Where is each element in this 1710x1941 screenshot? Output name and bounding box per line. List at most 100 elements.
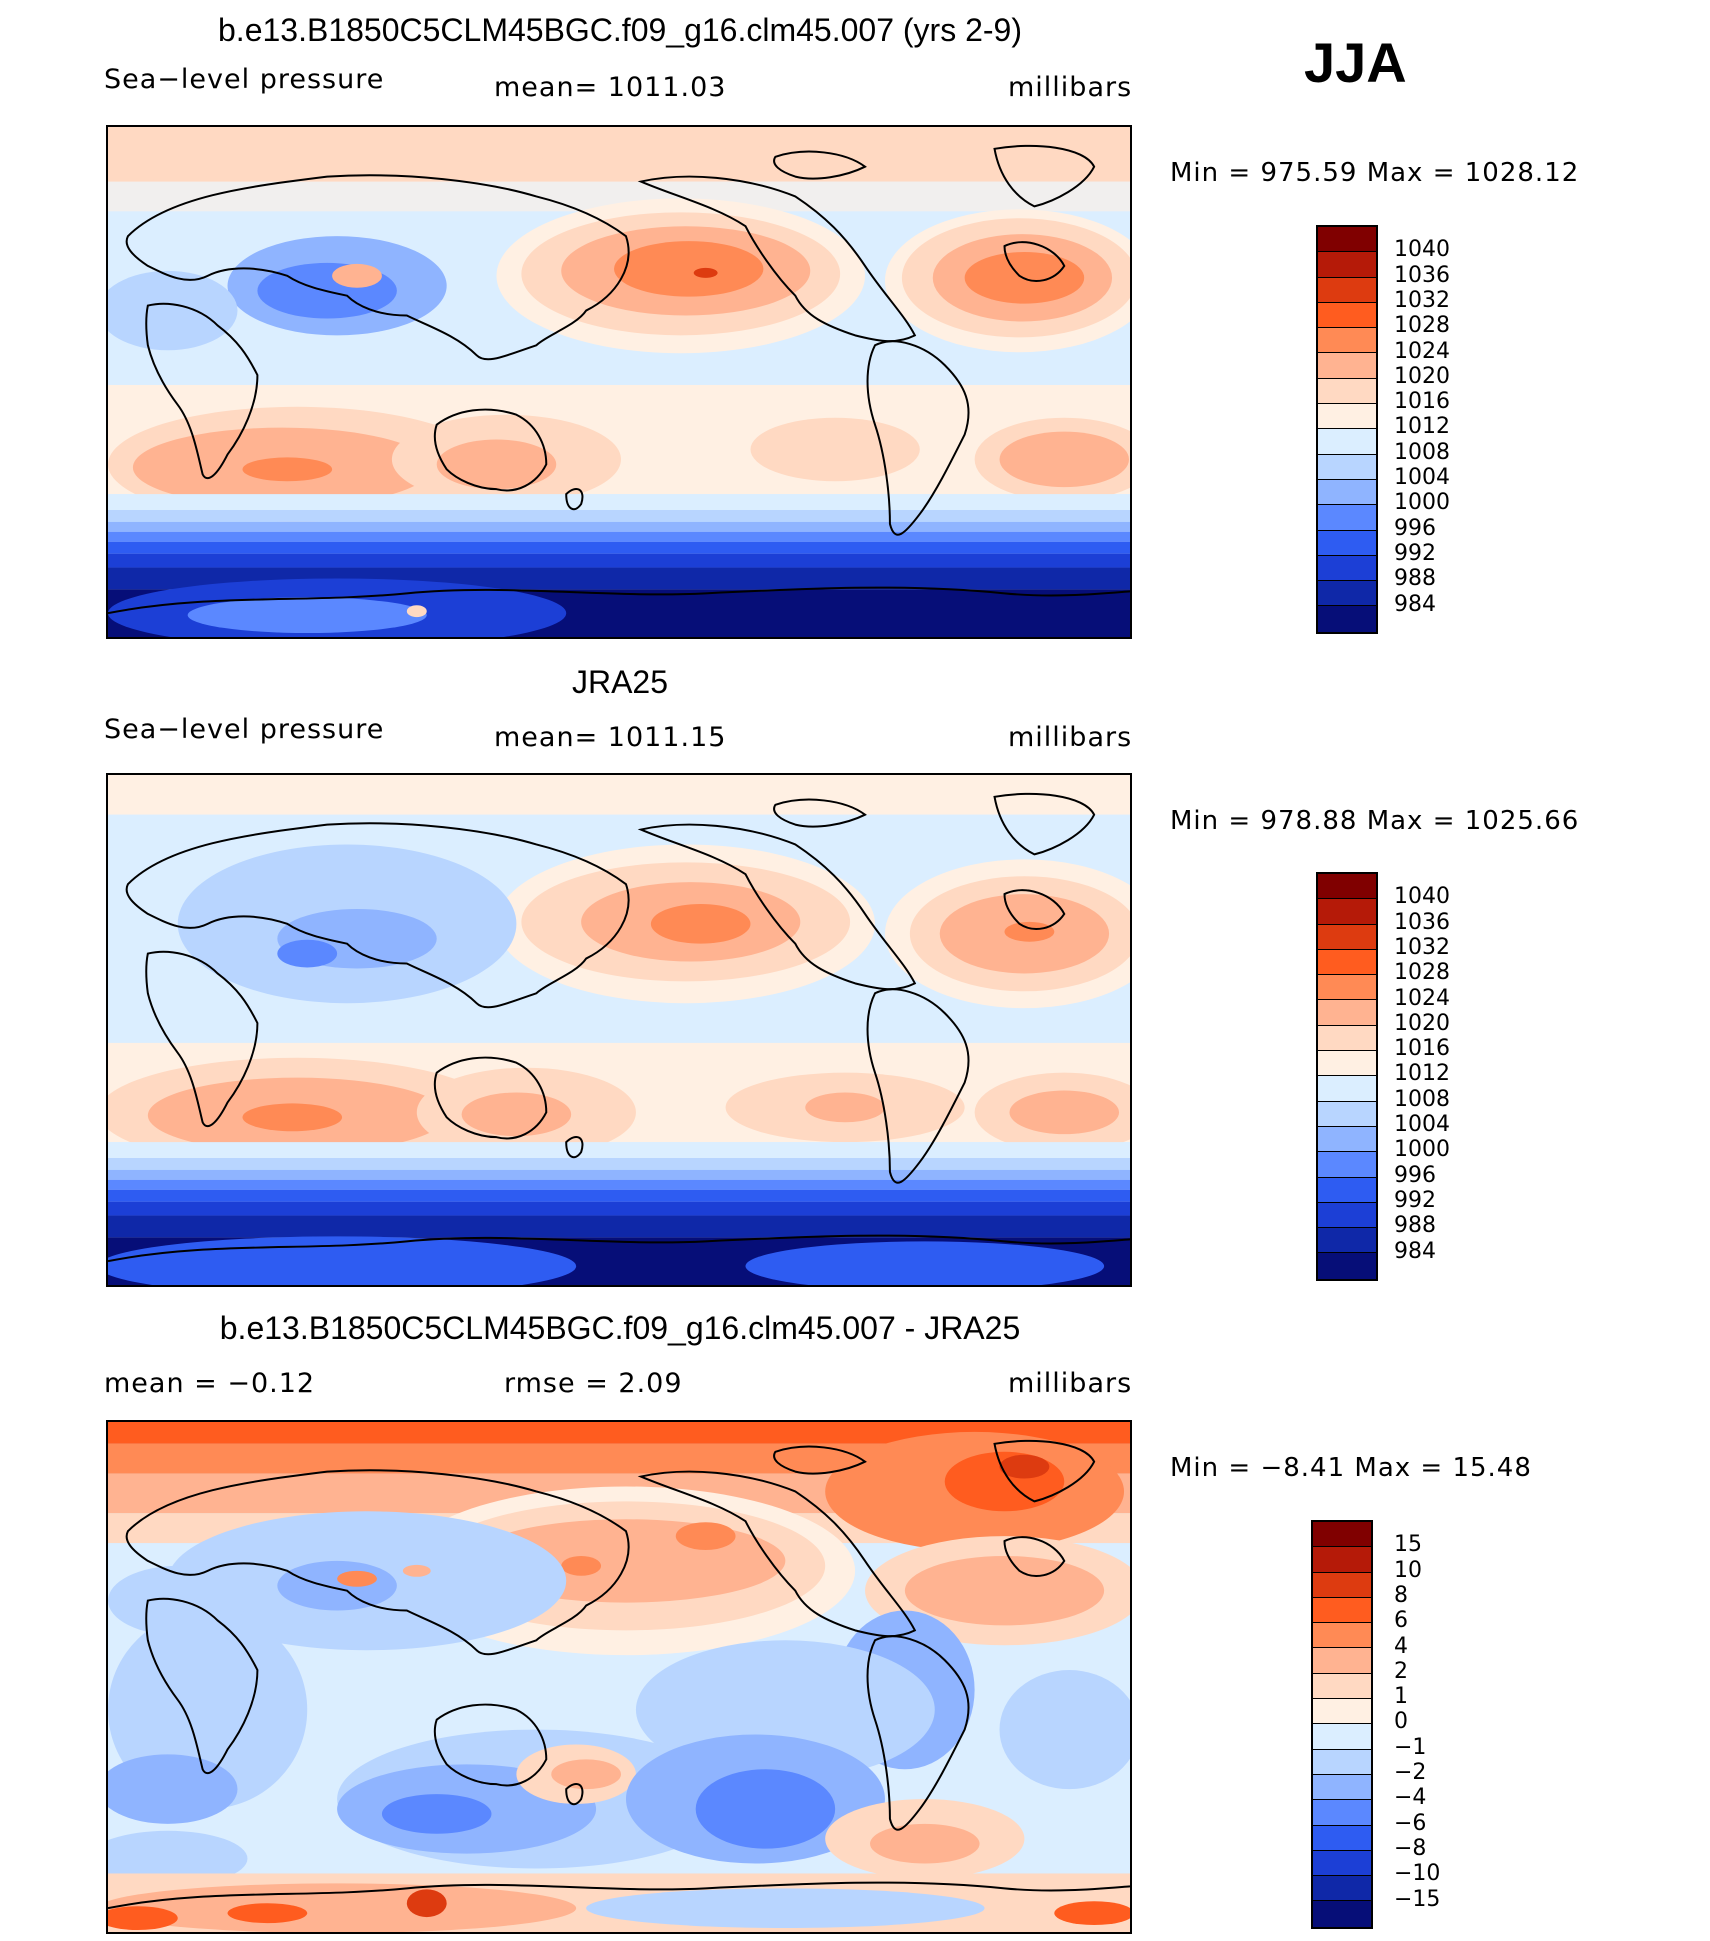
colorbar-tick-label: 1040 — [1394, 237, 1450, 263]
colorbar-tick-label: 1012 — [1394, 414, 1450, 440]
colorbar-box — [1313, 1724, 1371, 1750]
colorbar-tick-label: −4 — [1394, 1785, 1427, 1811]
colorbar-tick-label: 984 — [1394, 591, 1436, 617]
panel-3-title: b.e13.B1850C5CLM45BGC.f09_g16.clm45.007 … — [219, 1310, 1021, 1346]
colorbar-box — [1313, 1522, 1371, 1548]
colorbar-tick-label: 1016 — [1394, 1036, 1450, 1062]
colorbar-box — [1318, 1177, 1376, 1203]
colorbar-box — [1318, 1076, 1376, 1102]
colorbar-tick-label: 1036 — [1394, 909, 1450, 935]
panel-3-mean-label: mean = −0.12 — [104, 1368, 316, 1399]
colorbar-tick-label: 1 — [1394, 1684, 1408, 1710]
colorbar-tick-label: 996 — [1394, 515, 1436, 541]
colorbar-box — [1318, 924, 1376, 950]
colorbar-box — [1313, 1648, 1371, 1674]
colorbar-box — [1318, 1202, 1376, 1229]
colorbar-box — [1318, 479, 1376, 506]
colorbar-box — [1318, 975, 1376, 1001]
panel-1-mean-label: mean= 1011.03 — [494, 72, 727, 103]
colorbar-tick-label: −15 — [1394, 1886, 1441, 1912]
colorbar-tick-label: 1028 — [1394, 313, 1450, 339]
panel-2-colorbar — [1316, 872, 1378, 1281]
panel-1-minmax: Min = 975.59 Max = 1028.12 — [1170, 158, 1580, 188]
colorbar-box — [1313, 1699, 1371, 1725]
colorbar-tick-label: 1008 — [1394, 1086, 1450, 1112]
colorbar-box — [1318, 1025, 1376, 1052]
colorbar-box — [1318, 353, 1376, 379]
panel-3-rmse-label: rmse = 2.09 — [504, 1368, 683, 1399]
colorbar-tick-label: 1012 — [1394, 1061, 1450, 1087]
colorbar-box — [1318, 1101, 1376, 1127]
colorbar-tick-label: 0 — [1394, 1709, 1408, 1735]
panel-3-map — [106, 1420, 1132, 1934]
colorbar-box — [1318, 1126, 1376, 1153]
colorbar-box — [1313, 1572, 1371, 1598]
panel-1-map — [106, 125, 1132, 639]
colorbar-tick-label: 988 — [1394, 566, 1436, 592]
colorbar-tick-label: 1024 — [1394, 985, 1450, 1011]
colorbar-tick-label: 1008 — [1394, 439, 1450, 465]
colorbar-tick-label: 1000 — [1394, 1137, 1450, 1163]
colorbar-tick-label: −6 — [1394, 1810, 1427, 1836]
colorbar-box — [1318, 555, 1376, 582]
colorbar-tick-label: 1016 — [1394, 389, 1450, 415]
colorbar-box — [1313, 1597, 1371, 1624]
colorbar-tick-label: 992 — [1394, 540, 1436, 566]
panel-2-units-label: millibars — [1008, 722, 1133, 753]
colorbar-box — [1318, 328, 1376, 354]
panel-1-colorbar — [1316, 225, 1378, 634]
colorbar-tick-label: 988 — [1394, 1213, 1436, 1239]
colorbar-box — [1318, 1000, 1376, 1026]
panel-1-units-label: millibars — [1008, 72, 1133, 103]
colorbar-box — [1313, 1876, 1371, 1902]
colorbar-tick-label: 1032 — [1394, 934, 1450, 960]
panel-2-title: JRA25 — [571, 664, 669, 700]
colorbar-tick-label: 4 — [1394, 1633, 1408, 1659]
colorbar-box — [1313, 1623, 1371, 1649]
colorbar-tick-label: 10 — [1394, 1557, 1422, 1583]
colorbar-tick-label: 1004 — [1394, 1112, 1450, 1137]
colorbar-tick-label: 1000 — [1394, 490, 1450, 516]
colorbar-box — [1318, 874, 1376, 900]
colorbar-box — [1313, 1749, 1371, 1775]
colorbar-tick-label: 1036 — [1394, 262, 1450, 288]
colorbar-box — [1318, 899, 1376, 925]
colorbar-box — [1318, 404, 1376, 430]
colorbar-box — [1318, 949, 1376, 976]
colorbar-box — [1318, 1051, 1376, 1077]
panel-2-minmax: Min = 978.88 Max = 1025.66 — [1170, 806, 1580, 836]
colorbar-box — [1318, 454, 1376, 480]
colorbar-box — [1318, 429, 1376, 455]
colorbar-box — [1318, 606, 1376, 632]
colorbar-box — [1318, 581, 1376, 607]
colorbar-box — [1313, 1901, 1371, 1927]
panel-1-title: b.e13.B1850C5CLM45BGC.f09_g16.clm45.007 … — [218, 12, 1022, 48]
panel-3-colorbar — [1311, 1520, 1373, 1929]
panel-1-variable-label: Sea−level pressure — [104, 64, 385, 95]
colorbar-tick-label: −2 — [1394, 1760, 1427, 1785]
colorbar-box — [1318, 302, 1376, 329]
colorbar-tick-label: −10 — [1394, 1861, 1441, 1887]
colorbar-box — [1318, 530, 1376, 556]
colorbar-box — [1313, 1547, 1371, 1573]
panel-2-variable-label: Sea−level pressure — [104, 714, 385, 745]
panel-2-map — [106, 773, 1132, 1287]
colorbar-tick-label: 1004 — [1394, 465, 1450, 490]
colorbar-box — [1313, 1825, 1371, 1851]
colorbar-box — [1318, 252, 1376, 278]
panel-2-mean-label: mean= 1011.15 — [494, 722, 727, 753]
colorbar-tick-label: 1040 — [1394, 884, 1450, 910]
colorbar-box — [1313, 1774, 1371, 1801]
colorbar-tick-label: 996 — [1394, 1162, 1436, 1188]
panel-1-map-svg — [108, 127, 1130, 637]
colorbar-box — [1313, 1850, 1371, 1877]
colorbar-tick-label: 1020 — [1394, 1010, 1450, 1036]
panel-2-map-svg — [108, 775, 1130, 1285]
colorbar-tick-label: −1 — [1394, 1734, 1427, 1760]
colorbar-box — [1318, 1152, 1376, 1178]
colorbar-box — [1313, 1800, 1371, 1826]
colorbar-tick-label: 2 — [1394, 1658, 1408, 1684]
colorbar-box — [1318, 227, 1376, 253]
colorbar-box — [1318, 505, 1376, 531]
colorbar-tick-label: −8 — [1394, 1835, 1427, 1861]
